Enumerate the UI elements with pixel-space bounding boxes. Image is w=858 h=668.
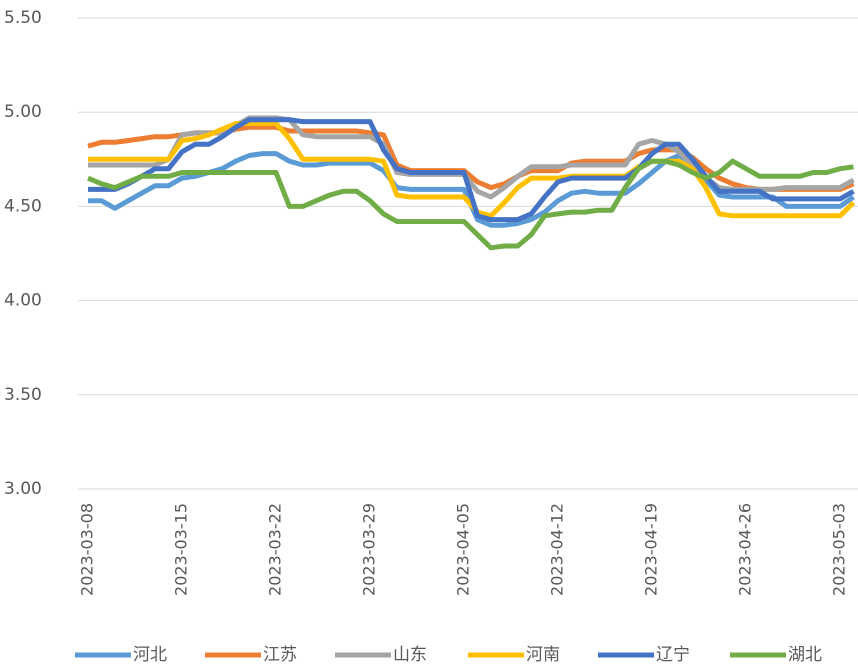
x-tick-label: 2023-03-22	[266, 503, 285, 596]
legend-label: 湖北	[788, 645, 822, 665]
series-line	[88, 121, 856, 219]
x-tick-label: 2023-04-05	[454, 503, 473, 596]
x-tick-label: 2023-04-19	[642, 503, 661, 596]
series-line	[88, 117, 855, 223]
y-tick-label: 5.50	[4, 8, 42, 28]
x-tick-label: 2023-04-26	[736, 503, 755, 596]
x-tick-label: 2023-04-12	[548, 503, 567, 596]
x-tick-label: 2023-03-08	[78, 503, 97, 596]
y-tick-label: 3.00	[4, 479, 42, 499]
legend-label: 河南	[526, 645, 560, 665]
series-line	[87, 158, 854, 251]
x-tick-label: 2023-05-03	[830, 503, 849, 596]
x-tick-label: 2023-03-15	[172, 503, 191, 596]
y-tick-label: 5.00	[4, 102, 42, 122]
x-tick-label: 2023-03-29	[360, 503, 379, 596]
y-tick-label: 4.50	[4, 196, 42, 216]
legend-label: 江苏	[263, 645, 297, 665]
legend-label: 山东	[393, 645, 427, 665]
legend-label: 辽宁	[656, 645, 690, 665]
y-tick-label: 3.50	[4, 385, 42, 405]
y-tick-label: 4.00	[4, 291, 42, 311]
legend-label: 河北	[133, 645, 167, 665]
